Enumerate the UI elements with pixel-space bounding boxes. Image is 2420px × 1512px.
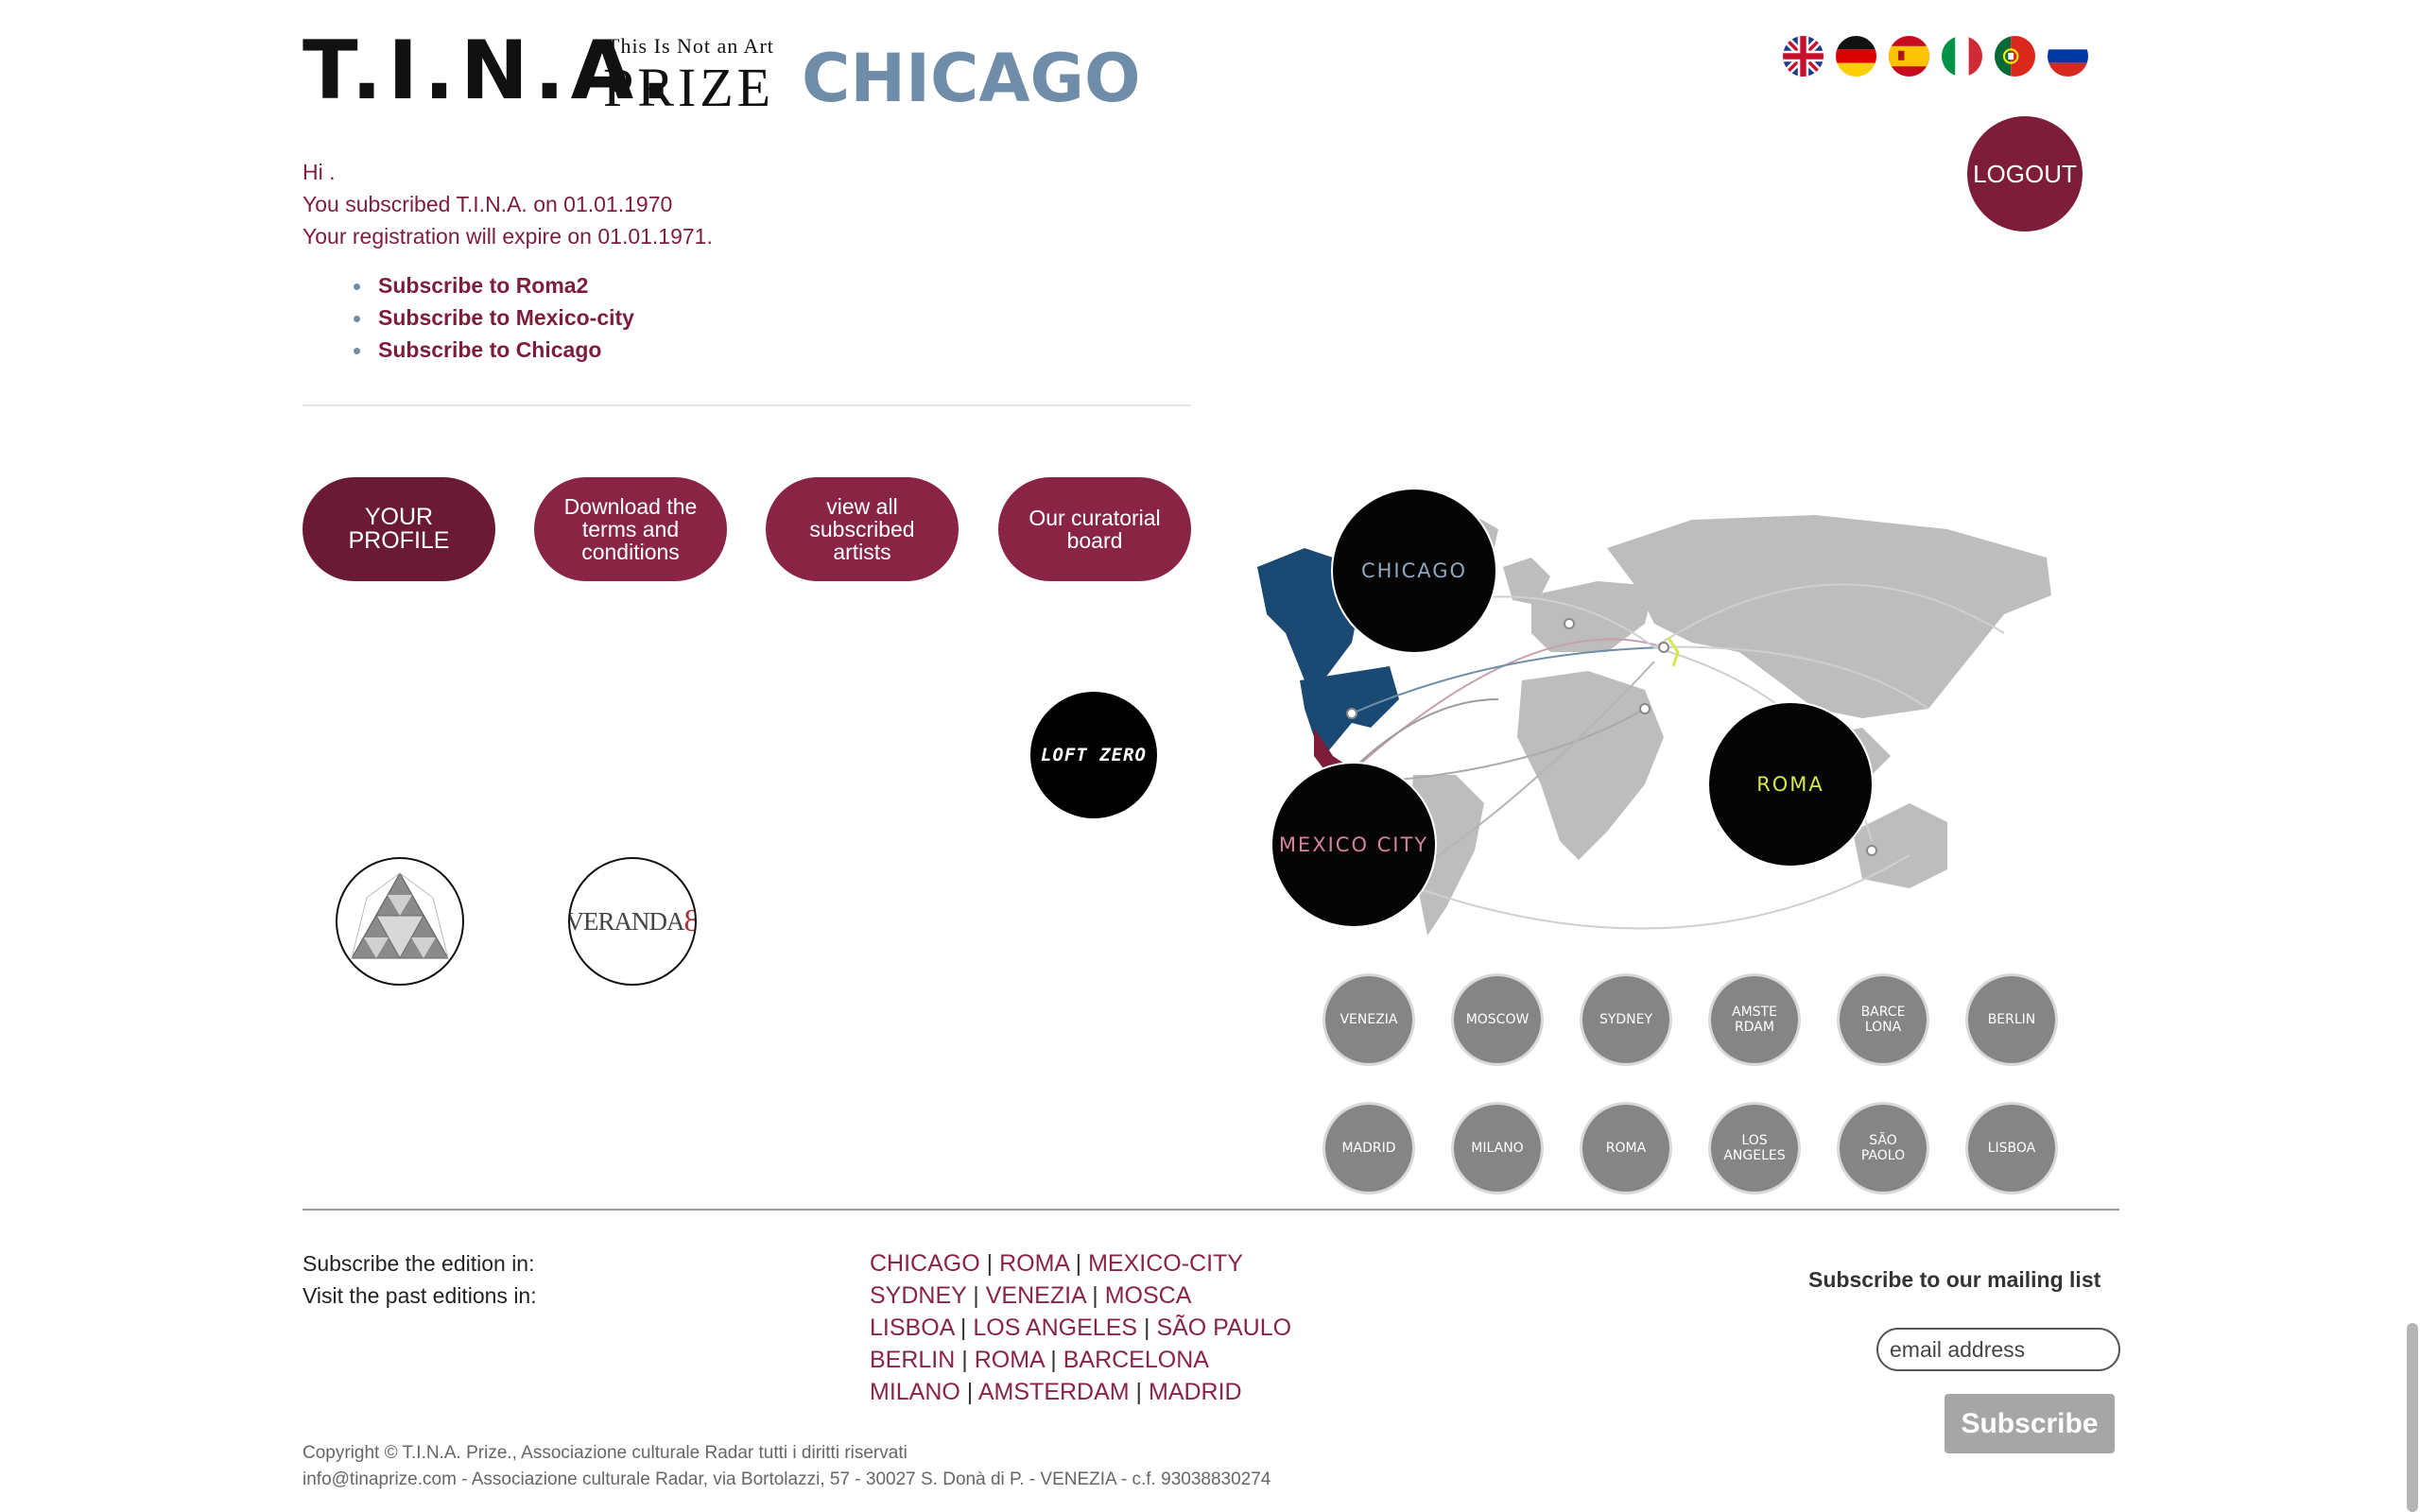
subscription-date: You subscribed T.I.N.A. on 01.01.1970 — [302, 192, 673, 216]
list-item: Subscribe to Mexico-city — [350, 301, 634, 334]
europe — [1531, 581, 1654, 652]
past-edition-amsterdam[interactable]: AMSTE RDAM — [1711, 976, 1798, 1063]
list-item: Subscribe to Roma2 — [350, 269, 634, 301]
address-text: info@tinaprize.com - Associazione cultur… — [302, 1469, 1271, 1489]
expiration-date: Your registration will expire on 01.01.1… — [302, 224, 713, 249]
veranda-number: 8 — [684, 903, 696, 939]
footer-link-row: SYDNEY | VENEZIA | MOSCA — [870, 1282, 1192, 1309]
footer-city-links: CHICAGO | ROMA | MEXICO-CITY SYDNEY | VE… — [870, 1247, 1291, 1408]
view-artists-button[interactable]: view all subscribed artists — [766, 477, 959, 581]
africa — [1517, 671, 1664, 860]
logo-prize: PRIZE — [603, 57, 775, 118]
your-profile-button[interactable]: YOUR PROFILE — [302, 477, 495, 581]
past-edition-sydney[interactable]: SYDNEY — [1582, 976, 1669, 1063]
subscribe-edition-label: Subscribe the edition in: — [302, 1251, 535, 1276]
past-edition-sao-paolo[interactable]: SÃO PAOLO — [1840, 1105, 1927, 1192]
copyright-text: Copyright © T.I.N.A. Prize., Associazion… — [302, 1443, 908, 1463]
logout-button[interactable]: LOGOUT — [1967, 116, 2083, 232]
site-logo[interactable]: T.I.N.A. This Is Not an Art PRIZE CHICAG… — [302, 24, 1141, 118]
past-edition-lisboa[interactable]: LISBOA — [1968, 1105, 2055, 1192]
footer-link-los-angeles[interactable]: LOS ANGELES — [973, 1314, 1138, 1341]
subscribe-button[interactable]: Subscribe — [1945, 1394, 2115, 1453]
subscribe-roma2-link[interactable]: Subscribe to Roma2 — [378, 273, 589, 298]
asia — [1607, 515, 2051, 718]
footer-link-lisboa[interactable]: LISBOA — [870, 1314, 954, 1341]
veranda8-logo[interactable]: VERANDA8 — [568, 857, 697, 986]
scandinavia — [1503, 558, 1550, 605]
past-edition-barcelona[interactable]: BARCE LONA — [1840, 976, 1927, 1063]
flag-italy-icon[interactable] — [1942, 36, 1982, 77]
australia — [1853, 803, 1947, 888]
footer-link-roma-past[interactable]: ROMA — [974, 1347, 1045, 1373]
copyright-block: Copyright © T.I.N.A. Prize., Associazion… — [302, 1440, 1270, 1493]
language-selector — [1783, 36, 2088, 79]
flag-spain-icon[interactable] — [1889, 36, 1929, 77]
footer-link-sao-paulo[interactable]: SÃO PAULO — [1156, 1314, 1292, 1341]
footer-link-mexico-city[interactable]: MEXICO-CITY — [1088, 1250, 1243, 1277]
footer-link-sydney[interactable]: SYDNEY — [870, 1282, 967, 1309]
flag-germany-icon[interactable] — [1836, 36, 1876, 77]
edition-roma-circle[interactable]: ROMA — [1709, 703, 1872, 866]
footer-link-mosca[interactable]: MOSCA — [1104, 1282, 1192, 1309]
footer-link-madrid[interactable]: MADRID — [1149, 1379, 1242, 1405]
user-greeting: Hi . You subscribed T.I.N.A. on 01.01.19… — [302, 156, 713, 252]
list-item: Subscribe to Chicago — [350, 334, 634, 366]
past-edition-los-angeles[interactable]: LOS ANGELES — [1711, 1105, 1798, 1192]
triangle-partner-logo[interactable] — [336, 857, 464, 986]
past-edition-venezia[interactable]: VENEZIA — [1325, 976, 1412, 1063]
footer-link-berlin[interactable]: BERLIN — [870, 1347, 956, 1373]
footer-link-row: CHICAGO | ROMA | MEXICO-CITY — [870, 1250, 1243, 1277]
past-edition-milano[interactable]: MILANO — [1454, 1105, 1541, 1192]
flag-portugal-icon[interactable] — [1995, 36, 2035, 77]
logo-tagline: This Is Not an Art — [607, 34, 774, 58]
past-edition-moscow[interactable]: MOSCOW — [1454, 976, 1541, 1063]
sierpinski-triangle-icon — [351, 871, 449, 959]
past-edition-madrid[interactable]: MADRID — [1325, 1105, 1412, 1192]
flag-uk-icon[interactable] — [1783, 36, 1824, 77]
footer-link-milano[interactable]: MILANO — [870, 1379, 960, 1405]
download-terms-button[interactable]: Download the terms and conditions — [534, 477, 727, 581]
past-edition-roma[interactable]: ROMA — [1582, 1105, 1669, 1192]
footer-link-row: MILANO | AMSTERDAM | MADRID — [870, 1379, 1242, 1405]
email-input[interactable] — [1876, 1328, 2120, 1371]
veranda-text: VERANDA — [568, 906, 685, 936]
subscribe-links: Subscribe to Roma2 Subscribe to Mexico-c… — [350, 269, 634, 366]
loft-zero-logo[interactable]: LOFT ZERO — [1030, 692, 1157, 818]
footer-link-chicago[interactable]: CHICAGO — [870, 1250, 980, 1277]
footer-link-roma[interactable]: ROMA — [999, 1250, 1069, 1277]
scrollbar-thumb[interactable] — [2407, 1323, 2418, 1512]
edition-chicago-circle[interactable]: CHICAGO — [1333, 490, 1495, 652]
footer-link-row: LISBOA | LOS ANGELES | SÃO PAULO — [870, 1314, 1292, 1341]
footer-link-barcelona[interactable]: BARCELONA — [1063, 1347, 1209, 1373]
footer-labels: Subscribe the edition in: Visit the past… — [302, 1247, 537, 1312]
mailing-list-title: Subscribe to our mailing list — [1808, 1267, 2101, 1292]
footer-link-row: BERLIN | ROMA | BARCELONA — [870, 1347, 1209, 1373]
flag-russia-icon[interactable] — [2048, 36, 2088, 77]
logo-tina: T.I.N.A. — [302, 24, 678, 118]
greeting-hi: Hi . — [302, 160, 336, 184]
curatorial-board-button[interactable]: Our curatorial board — [998, 477, 1191, 581]
subscribe-chicago-link[interactable]: Subscribe to Chicago — [378, 337, 602, 362]
past-edition-berlin[interactable]: BERLIN — [1968, 976, 2055, 1063]
visit-past-label: Visit the past editions in: — [302, 1283, 537, 1308]
logo-city: CHICAGO — [802, 40, 1141, 117]
divider — [302, 404, 1191, 406]
edition-mexico-city-circle[interactable]: MEXICO CITY — [1272, 764, 1435, 926]
footer-link-venezia[interactable]: VENEZIA — [985, 1282, 1086, 1309]
subscribe-mexico-city-link[interactable]: Subscribe to Mexico-city — [378, 305, 634, 330]
footer-link-amsterdam[interactable]: AMSTERDAM — [977, 1379, 1130, 1405]
footer-divider — [302, 1209, 2119, 1211]
